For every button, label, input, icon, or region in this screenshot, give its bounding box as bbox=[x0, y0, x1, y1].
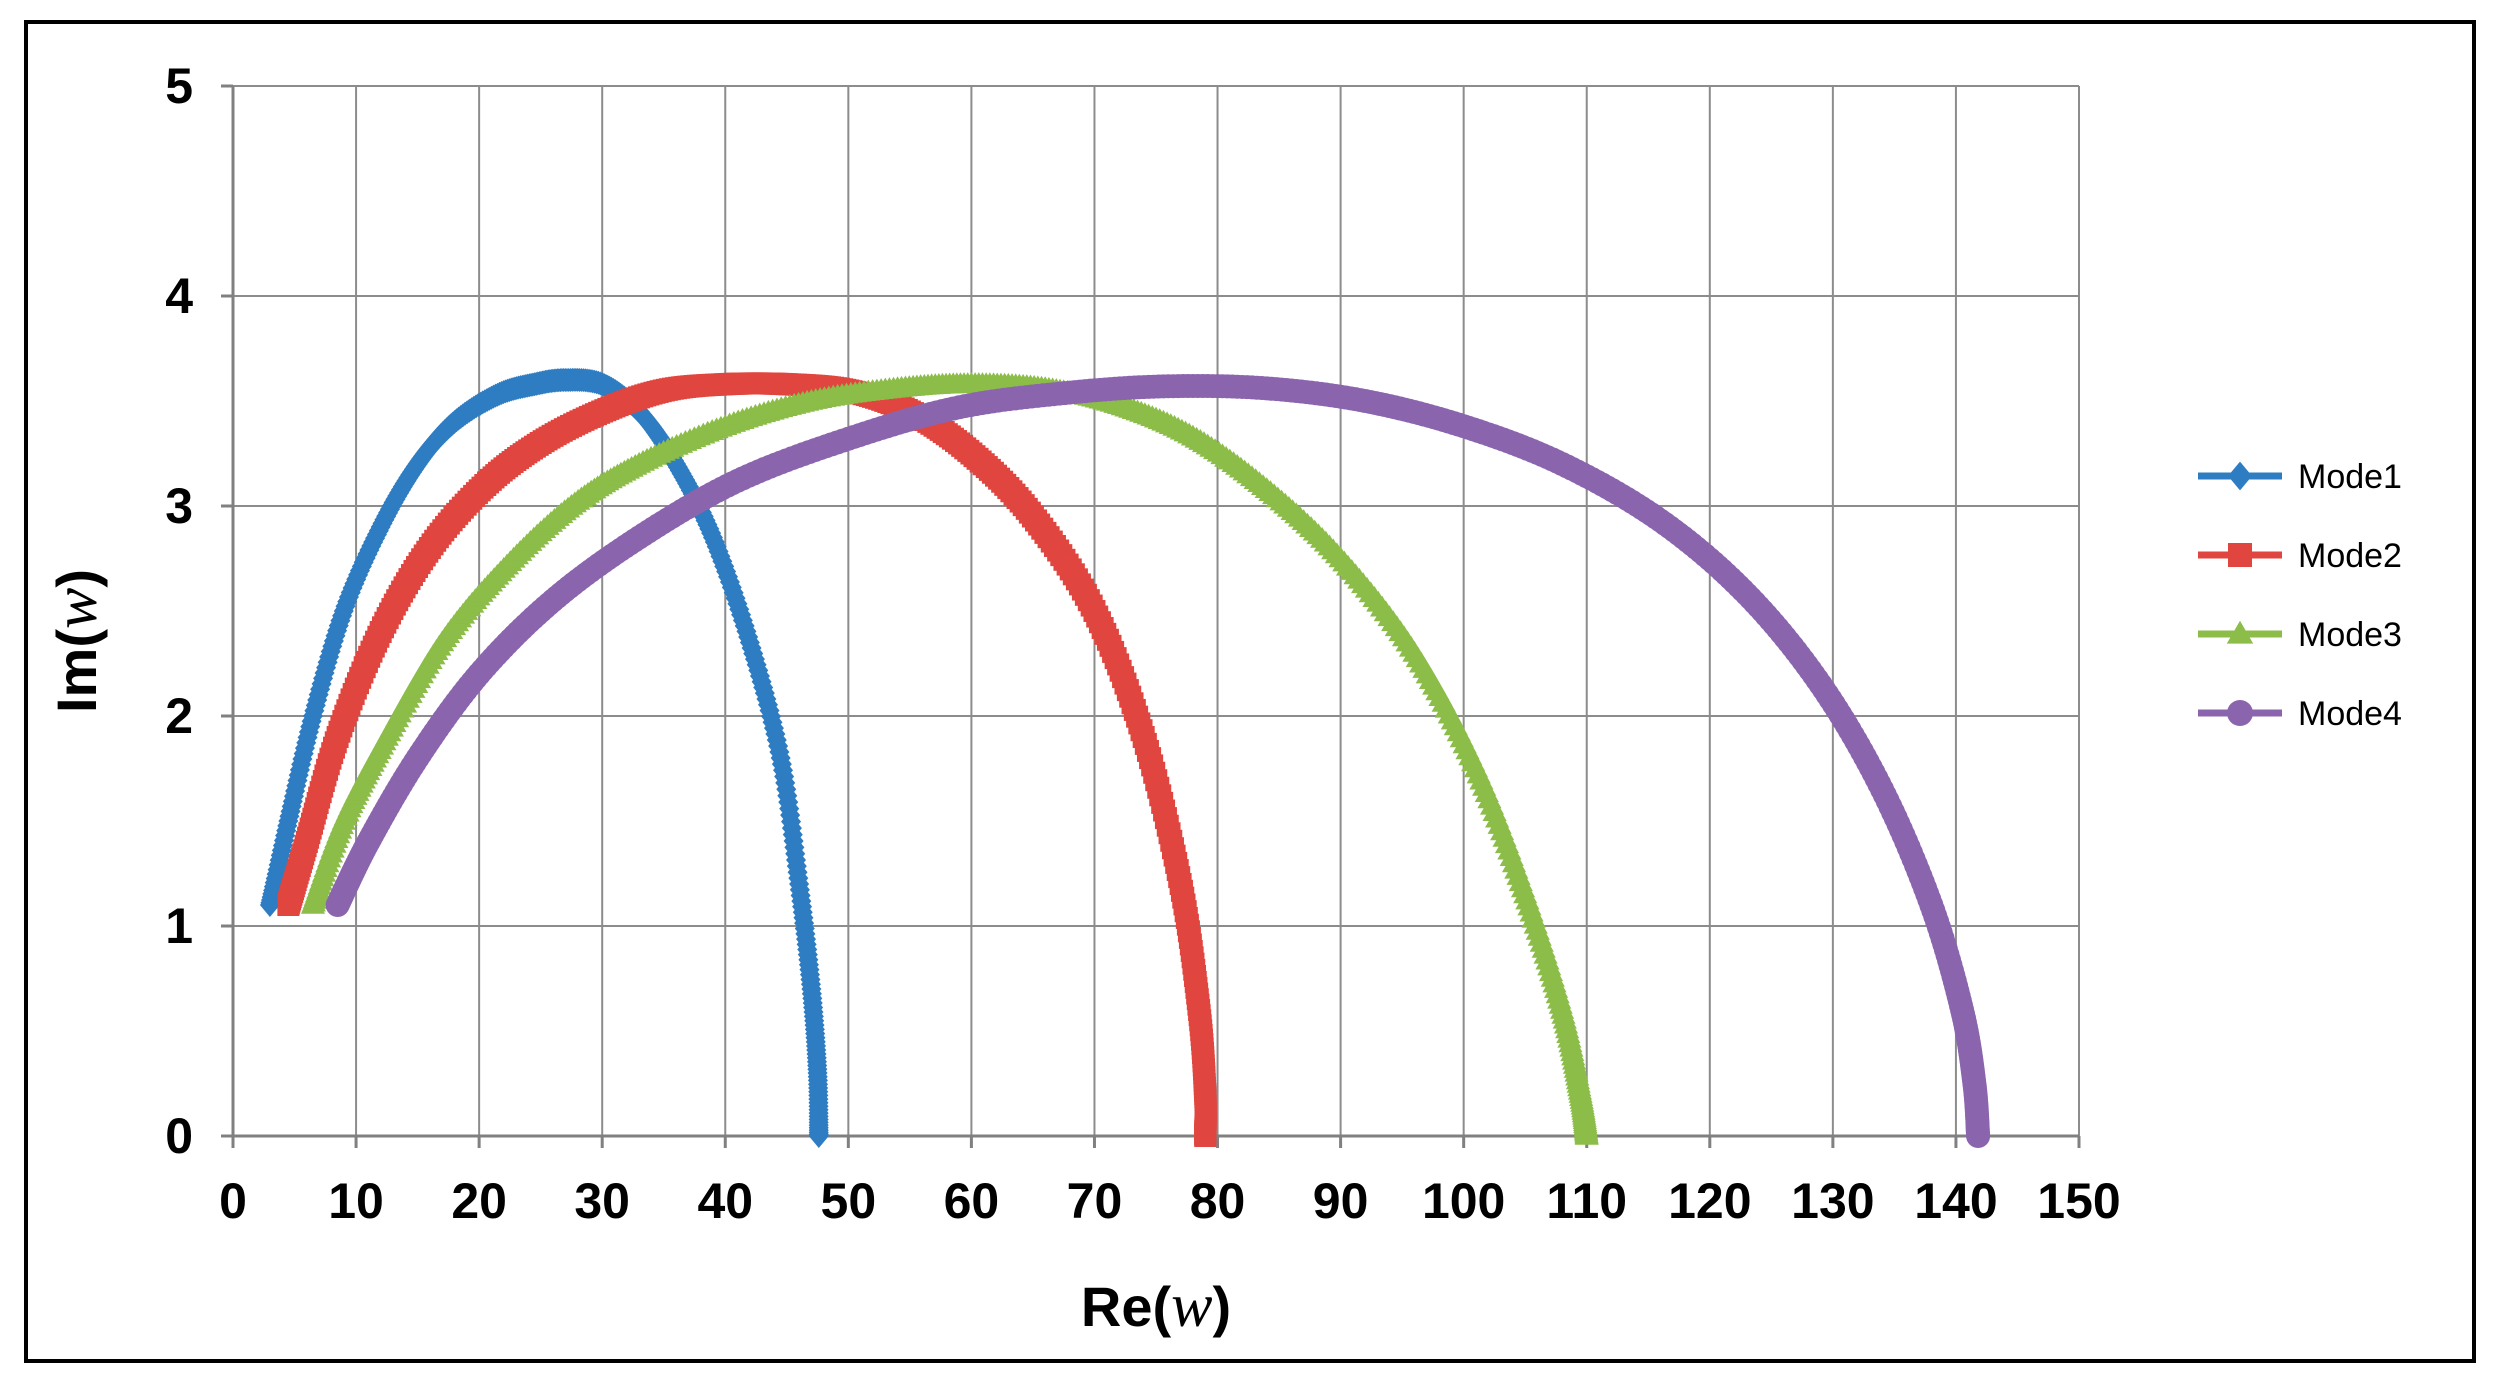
x-tick-label: 30 bbox=[574, 1173, 630, 1229]
legend-item-mode3: Mode3 bbox=[2198, 616, 2402, 654]
x-tick-label: 110 bbox=[1546, 1173, 1627, 1229]
x-tick-label: 40 bbox=[697, 1173, 753, 1229]
y-axis-title: Im(w) bbox=[42, 569, 110, 713]
chart: 0 10 20 30 40 50 60 70 80 90 100 110 120 130 140 150 0 1… bbox=[42, 58, 2402, 1340]
x-tick-label: 0 bbox=[219, 1173, 247, 1229]
x-tick-label: 150 bbox=[2037, 1173, 2120, 1229]
data-point bbox=[808, 1124, 829, 1148]
x-tick-label: 90 bbox=[1313, 1173, 1369, 1229]
y-tick-labels: 0 1 2 3 4 5 bbox=[165, 58, 193, 1164]
legend-swatch-marker bbox=[2226, 620, 2254, 644]
x-axis-title-prefix: Re( bbox=[1081, 1275, 1172, 1338]
legend-label: Mode1 bbox=[2298, 458, 2402, 496]
legend-swatch-marker bbox=[2227, 700, 2253, 726]
x-axis-title-var: w bbox=[1171, 1272, 1212, 1340]
x-tick-label: 60 bbox=[944, 1173, 1000, 1229]
y-axis-title-prefix: Im( bbox=[45, 629, 108, 713]
y-tick-label: 5 bbox=[165, 58, 193, 114]
legend-swatch-marker bbox=[2228, 543, 2252, 567]
data-point bbox=[1574, 1123, 1599, 1145]
x-tick-label: 10 bbox=[328, 1173, 384, 1229]
x-tick-label: 20 bbox=[451, 1173, 507, 1229]
x-tick-label: 140 bbox=[1914, 1173, 1997, 1229]
chart-frame: 0 10 20 30 40 50 60 70 80 90 100 110 120 130 140 150 0 1… bbox=[24, 20, 2476, 1363]
x-tick-label: 100 bbox=[1422, 1173, 1505, 1229]
data-point bbox=[1966, 1124, 1991, 1148]
y-tick-label: 2 bbox=[165, 688, 193, 744]
legend-item-mode4: Mode4 bbox=[2198, 695, 2402, 733]
legend-label: Mode2 bbox=[2298, 537, 2402, 575]
series-layer bbox=[259, 367, 1991, 1148]
y-tick-label: 1 bbox=[165, 898, 193, 954]
x-axis-title: Re(w) bbox=[1081, 1272, 1231, 1340]
y-tick-label: 0 bbox=[165, 1108, 193, 1164]
legend-label: Mode3 bbox=[2298, 616, 2402, 654]
legend-swatch-marker bbox=[2228, 461, 2252, 491]
y-axis-title-var: w bbox=[42, 588, 110, 629]
y-tick-label: 3 bbox=[165, 478, 193, 534]
legend-label: Mode4 bbox=[2298, 695, 2402, 733]
x-tick-label: 130 bbox=[1791, 1173, 1874, 1229]
x-tick-label: 120 bbox=[1668, 1173, 1751, 1229]
data-point bbox=[1194, 1125, 1217, 1147]
y-tick-label: 4 bbox=[165, 268, 193, 324]
series-mode4 bbox=[325, 373, 1991, 1148]
x-tick-labels: 0 10 20 30 40 50 60 70 80 90 100 110 120 130 140 150 bbox=[219, 1173, 2121, 1229]
x-axis-title-suffix: ) bbox=[1212, 1275, 1231, 1338]
x-tick-label: 50 bbox=[821, 1173, 877, 1229]
legend-item-mode1: Mode1 bbox=[2198, 458, 2402, 496]
y-axis-title-suffix: ) bbox=[45, 569, 108, 588]
x-tick-label: 70 bbox=[1067, 1173, 1123, 1229]
legend-item-mode2: Mode2 bbox=[2198, 537, 2402, 575]
grid bbox=[221, 84, 2081, 1148]
legend: Mode1 Mode2 Mode3 Mode4 bbox=[2198, 458, 2402, 733]
series-line bbox=[310, 381, 1590, 1137]
x-tick-label: 80 bbox=[1190, 1173, 1246, 1229]
